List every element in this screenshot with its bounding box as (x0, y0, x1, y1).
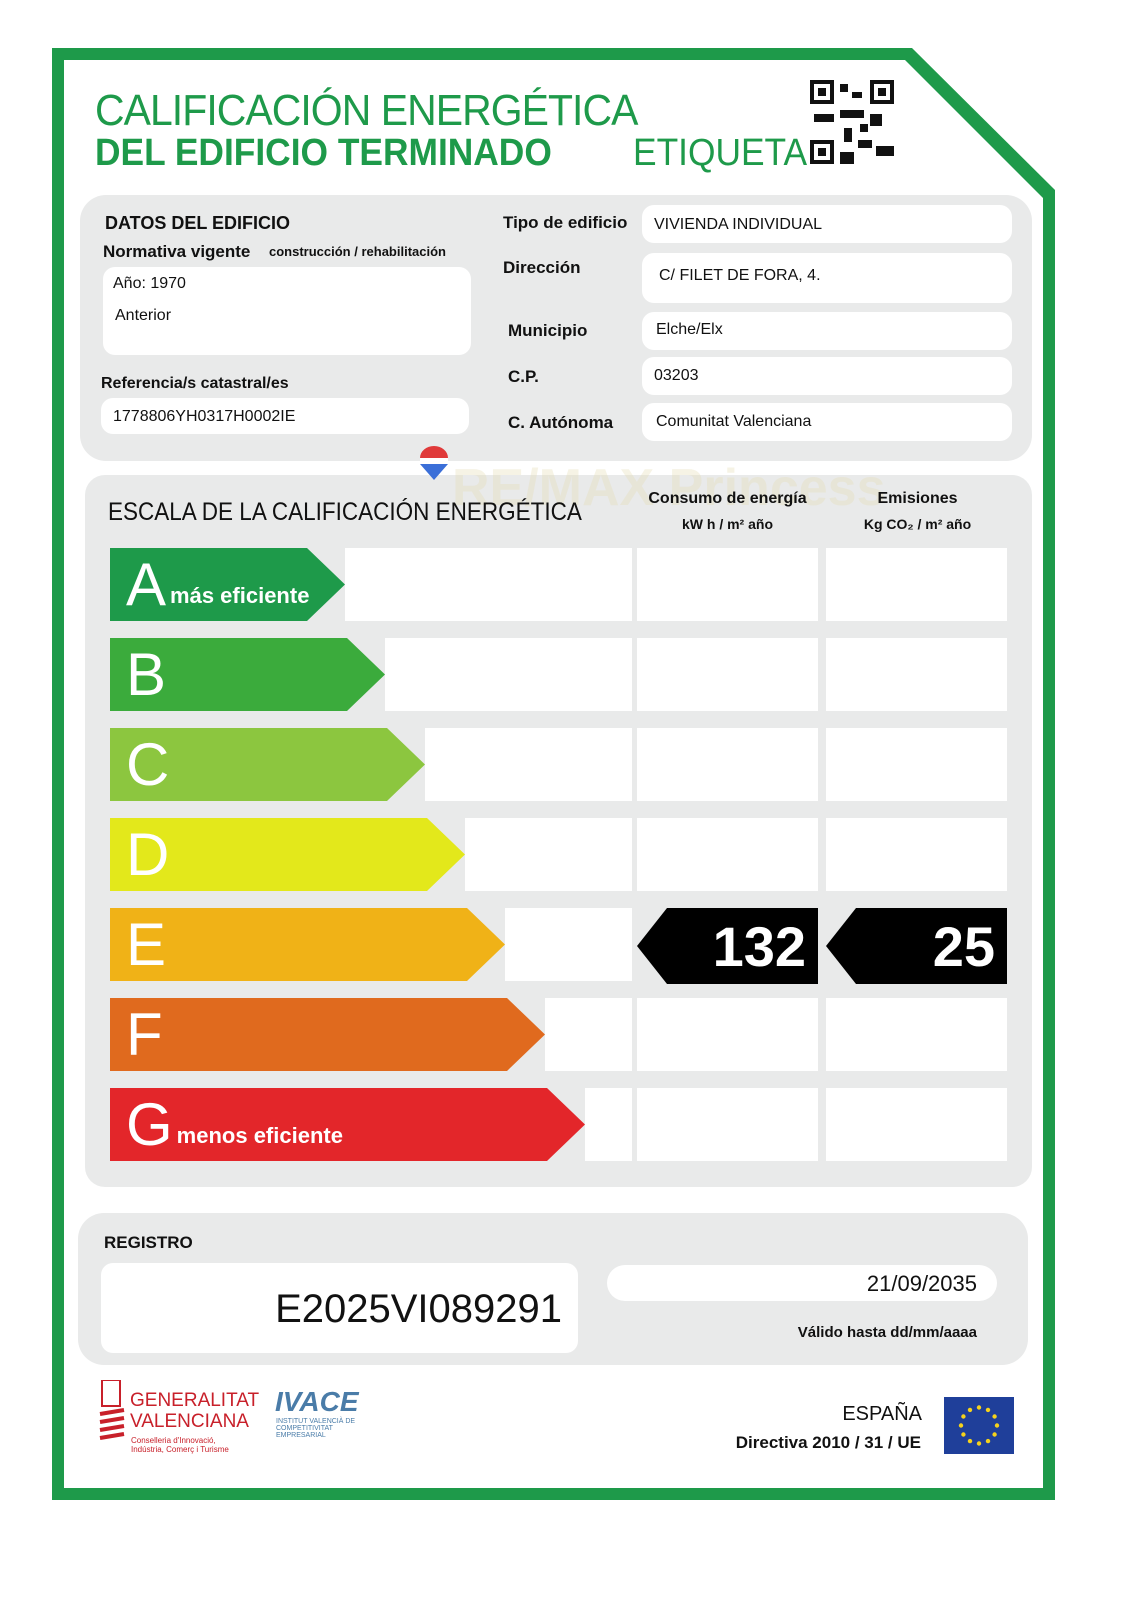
registro-box: E2025VI089291 (101, 1263, 578, 1353)
gva-sub: Conselleria d'Innovació, Indústria, Come… (131, 1436, 229, 1454)
class-letter: C (126, 731, 170, 798)
class-row-bg (465, 818, 632, 891)
class-row-bg (505, 908, 632, 981)
field-label-tipo: Tipo de edificio (503, 213, 628, 232)
ivace-sub: INSTITUT VALENCIÀ DE COMPETITIVITAT EMPR… (276, 1418, 356, 1439)
valid-label: Válido hasta dd/mm/aaaa (797, 1324, 977, 1341)
eu-star (985, 1438, 991, 1444)
watermark: RE/MAX Princess (452, 459, 886, 517)
remax-balloon-icon (420, 446, 448, 480)
eu-star (961, 1432, 966, 1437)
emisiones-label: Emisiones (877, 490, 958, 507)
generalitat-crest-icon (99, 1380, 125, 1440)
class-row-bg (585, 1088, 632, 1161)
class-letter: G (126, 1091, 173, 1158)
eu-star (992, 1432, 997, 1437)
field-box-tipo: VIVIENDA INDIVIDUAL (642, 205, 1012, 243)
field-value-tipo: VIVIENDA INDIVIDUAL (654, 216, 823, 233)
class-sub: más eficiente (170, 582, 310, 608)
field-box-cp: 03203 (642, 357, 1012, 395)
consumo-cell-A (637, 548, 818, 621)
emisiones-unit: Kg CO₂ / m² año (863, 516, 972, 532)
class-letter: A (126, 551, 167, 618)
class-row-bg (425, 728, 632, 801)
eu-star (967, 1438, 973, 1444)
normativa-box: Año: 1970 Anterior (103, 267, 471, 355)
class-letter: F (126, 1001, 163, 1068)
eu-star (976, 1405, 982, 1410)
year-value: Año: 1970 (113, 275, 186, 292)
normativa-value: Anterior (115, 307, 172, 324)
title-line3: ETIQUETA (633, 132, 808, 174)
field-box-direccion: C/ FILET DE FORA, 4. (642, 253, 1012, 303)
eu-star (992, 1414, 997, 1419)
emisiones-cell-D (826, 818, 1007, 891)
field-box-autonoma: Comunitat Valenciana (642, 403, 1012, 441)
field-label-direccion: Dirección (503, 258, 581, 277)
emisiones-cell-G (826, 1088, 1007, 1161)
valid-date: 21/09/2035 (866, 1271, 977, 1296)
energy-class-bar-F: F (110, 998, 545, 1071)
class-sub: menos eficiente (176, 1122, 343, 1148)
title-line2: DEL EDIFICIO TERMINADO (95, 132, 552, 174)
consumo-cell-B (637, 638, 818, 711)
title-line1: CALIFICACIÓN ENERGÉTICA (95, 86, 638, 135)
eu-star (967, 1407, 973, 1413)
qr-code-icon (810, 80, 894, 164)
eu-star (961, 1414, 966, 1419)
energy-class-bar-C: C (110, 728, 425, 801)
class-row-bg (545, 998, 632, 1071)
field-value-direccion: C/ FILET DE FORA, 4. (659, 267, 821, 284)
valid-date-box: 21/09/2035 (607, 1265, 997, 1301)
registro-number: E2025VI089291 (275, 1287, 562, 1331)
field-label-autonoma: C. Autónoma (508, 413, 614, 432)
ref-value: 1778806YH0317H0002IE (113, 408, 296, 425)
class-row-bg (345, 548, 632, 621)
field-value-municipio: Elche/Elx (656, 321, 723, 338)
normativa-sub: construcción / rehabilitación (269, 244, 446, 259)
field-value-autonoma: Comunitat Valenciana (656, 413, 812, 430)
consumo-cell-F (637, 998, 818, 1071)
emisiones-cell-A (826, 548, 1007, 621)
consumo-cell-C (637, 728, 818, 801)
gva-logo: GENERALITAT VALENCIANA (130, 1390, 260, 1432)
normativa-label: Normativa vigente (103, 242, 251, 261)
building-heading: DATOS DEL EDIFICIO (105, 213, 291, 233)
registro-label: REGISTRO (104, 1233, 193, 1252)
eu-star (976, 1441, 982, 1446)
field-box-municipio: Elche/Elx (642, 312, 1012, 350)
consumo-cell-G (637, 1088, 818, 1161)
energy-class-bar-B: B (110, 638, 385, 711)
directive: Directiva 2010 / 31 / UE (735, 1433, 921, 1452)
emisiones-cell-B (826, 638, 1007, 711)
ref-box: 1778806YH0317H0002IE (101, 398, 469, 434)
consumo-cell-E: 132 (637, 908, 818, 984)
emisiones-cell-C (826, 728, 1007, 801)
eu-star (958, 1423, 964, 1428)
ref-label: Referencia/s catastral/es (101, 375, 289, 392)
consumo-cell-D (637, 818, 818, 891)
field-label-cp: C.P. (508, 367, 539, 386)
energy-class-bar-E: E (110, 908, 505, 981)
field-label-municipio: Municipio (508, 321, 588, 340)
energy-class-bar-D: D (110, 818, 465, 891)
emisiones-cell-E: 25 (826, 908, 1007, 984)
class-letter: D (126, 821, 170, 888)
eu-star (985, 1407, 991, 1413)
eu-star (994, 1423, 1000, 1428)
consumo-unit: kW h / m² año (682, 516, 773, 532)
field-value-cp: 03203 (654, 367, 699, 384)
class-letter: E (126, 911, 167, 978)
class-row-bg (385, 638, 632, 711)
country: ESPAÑA (842, 1403, 922, 1425)
ivace-logo: IVACE (275, 1386, 359, 1417)
emisiones-cell-F (826, 998, 1007, 1071)
consumo-label: Consumo de energía (648, 490, 807, 507)
class-letter: B (126, 641, 167, 708)
eu-flag-icon (944, 1397, 1014, 1454)
scale-heading: ESCALA DE LA CALIFICACIÓN ENERGÉTICA (108, 498, 582, 526)
